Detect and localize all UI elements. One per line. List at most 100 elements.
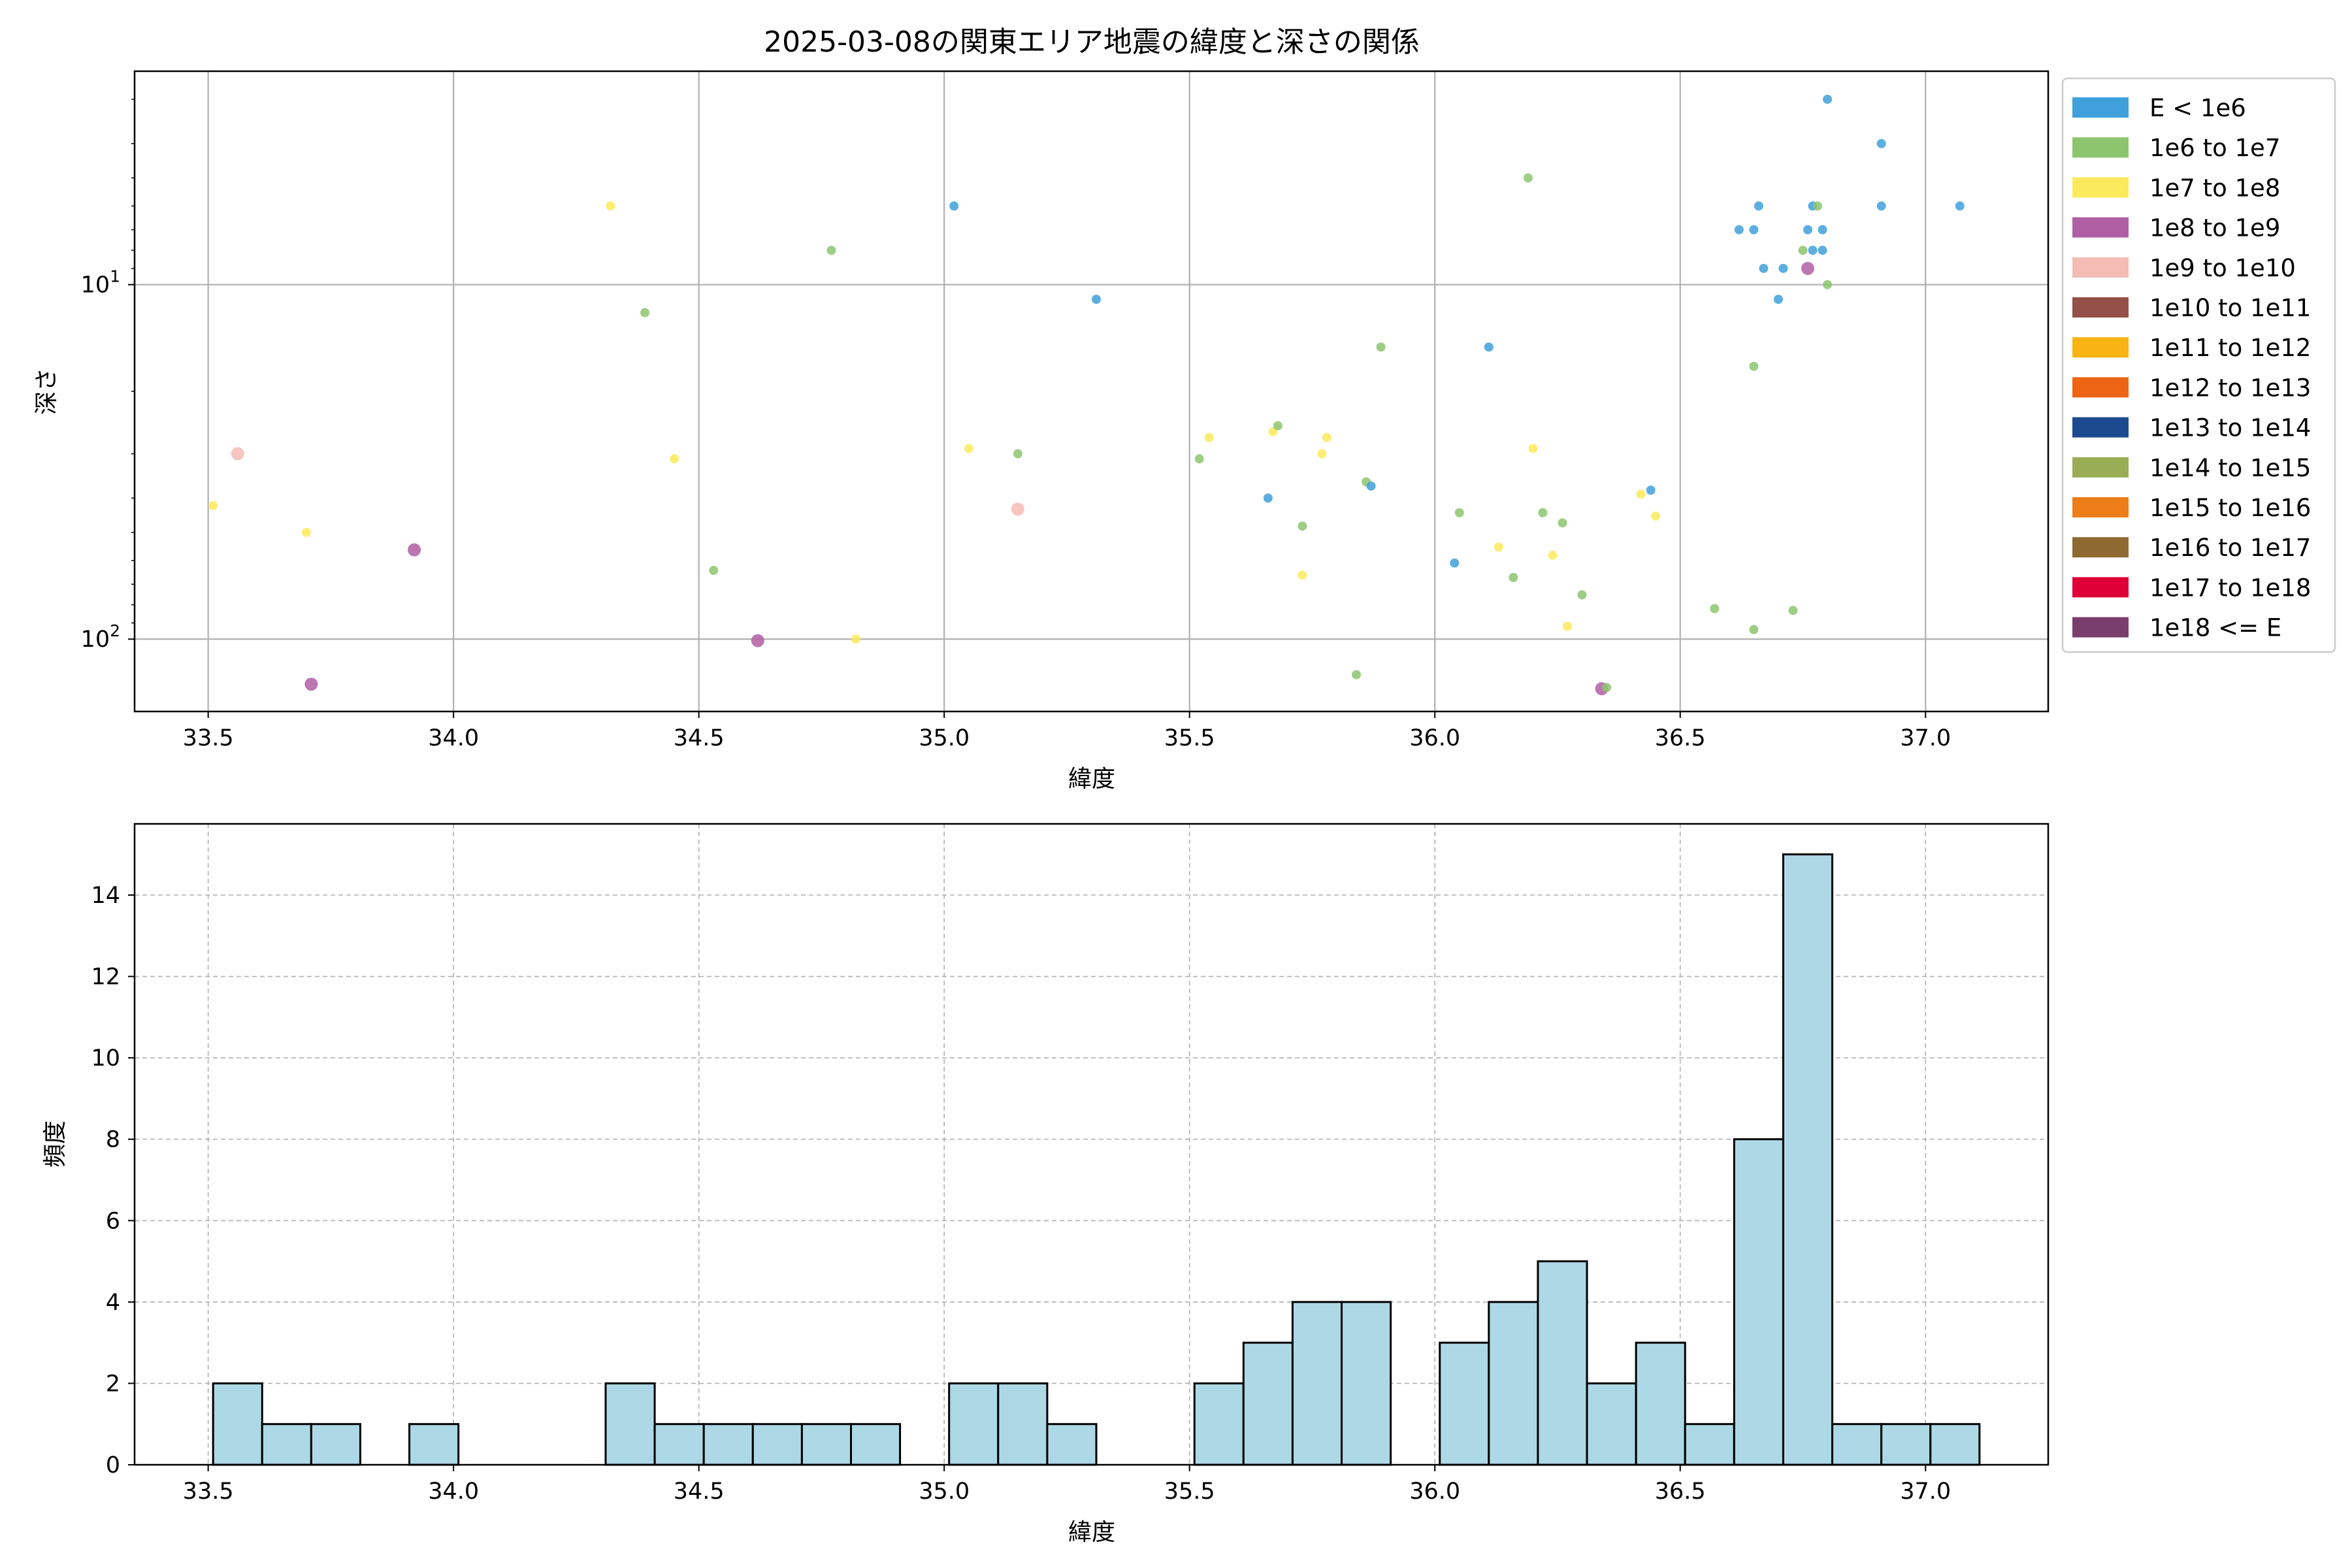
scatter-x-axis-label: 緯度 [1068,766,1115,792]
scatter-point [1273,421,1282,431]
scatter-x-tick-label: 37.0 [1900,725,1951,751]
scatter-point [1509,572,1518,582]
scatter-point [1484,342,1494,352]
scatter-point [1562,621,1572,631]
scatter-x-tick-label: 34.5 [674,725,725,751]
scatter-point [826,246,836,255]
scatter-point [1366,481,1376,491]
scatter-point [1636,489,1646,499]
legend-swatch [2072,457,2129,478]
histogram-bar [1635,1341,1686,1466]
histogram-x-tick-label: 35.0 [919,1478,970,1505]
legend-label: 1e11 to 1e12 [2149,334,2311,362]
scatter-y-tick-base: 10 [81,272,110,299]
histogram-bar [800,1423,852,1466]
scatter-point [751,634,764,647]
scatter-grid [135,71,2048,711]
scatter-point [1749,225,1759,235]
histogram-x-tick-label: 36.5 [1655,1478,1706,1505]
legend-swatch [2072,577,2129,598]
legend-label: 1e16 to 1e17 [2149,534,2311,562]
histogram-bar [310,1423,361,1466]
scatter-y-tick-exponent: 1 [110,267,120,286]
legend-swatch [2072,97,2129,118]
scatter-point [949,201,959,211]
histogram-x-tick-label: 37.0 [1900,1478,1951,1505]
legend-swatch [2072,257,2129,278]
histogram-bar [1242,1341,1294,1466]
histogram-bar [604,1382,656,1466]
legend-label: 1e12 to 1e13 [2149,374,2311,402]
histogram-bar [1684,1423,1735,1466]
scatter-point [1773,295,1783,304]
histogram-bar [1782,853,1834,1466]
scatter-point [1523,173,1533,183]
scatter-point [1317,449,1327,459]
scatter-point [1734,225,1744,235]
legend-label: 1e8 to 1e9 [2149,214,2280,242]
legend-label: 1e17 to 1e18 [2149,574,2311,602]
histogram-bar [1733,1138,1784,1466]
scatter-point [408,543,421,557]
scatter-point [851,634,861,644]
histogram-bar [1291,1301,1343,1466]
histogram-bar [751,1423,803,1466]
histogram-x-tick-label: 34.5 [674,1478,725,1505]
scatter-point [1298,570,1307,580]
scatter-point [1876,139,1886,148]
histogram-y-axis-label: 頻度 [42,1120,69,1168]
histogram-x-axis-label: 緯度 [1068,1519,1115,1546]
histogram-bar [1341,1301,1392,1466]
scatter-y-tick-exponent: 2 [110,621,120,640]
legend: E < 1e6 1e6 to 1e7 1e7 to 1e8 1e8 to 1e9 1e9… [2061,77,2336,653]
legend-swatch [2072,537,2129,558]
histogram-y-tick-label: 14 [91,883,120,909]
histogram-y-tick-label: 8 [106,1127,120,1153]
histogram-bar [1488,1301,1539,1466]
scatter-point [1710,604,1720,613]
histogram-bar [653,1423,705,1466]
histogram-bar [1831,1423,1883,1466]
scatter-point [1813,201,1823,211]
histogram-ticks: 0 2 4 6 8 10 12 14 33.5 34.0 34.5 35.0 35.5 36.0 36.5 3… [91,883,1951,1505]
scatter-point [1298,521,1307,531]
histogram-plot-frame [133,823,2050,1466]
histogram-chart: 0 2 4 6 8 10 12 14 33.5 34.0 34.5 35.0 35.5 36.0 36.5 3… [42,823,2050,1546]
scatter-point [1558,518,1567,528]
legend-label: 1e10 to 1e11 [2149,294,2311,322]
scatter-point [640,308,650,318]
scatter-point [208,500,218,510]
histogram-x-tick-label: 36.0 [1409,1478,1460,1505]
legend-label: 1e18 <= E [2149,614,2281,642]
legend-frame [2061,77,2336,653]
scatter-point [964,444,973,453]
histogram-bar [1537,1260,1588,1466]
histogram-bar [1586,1382,1637,1466]
histogram-bar [212,1382,263,1466]
legend-swatch [2072,617,2129,638]
scatter-points [208,94,1965,696]
scatter-point [1788,606,1798,615]
legend-label: 1e14 to 1e15 [2149,454,2311,482]
legend-label: E < 1e6 [2149,94,2246,122]
histogram-y-tick-label: 0 [106,1452,120,1478]
histogram-x-tick-label: 33.5 [183,1478,234,1505]
histogram-bar [1046,1423,1098,1466]
scatter-point [1651,512,1661,521]
legend-swatch [2072,417,2129,438]
histogram-y-tick-label: 6 [106,1208,120,1234]
scatter-point [1538,508,1548,517]
histogram-bar [261,1423,312,1466]
histogram-y-tick-label: 10 [91,1045,120,1071]
scatter-point [1823,280,1833,289]
legend-label: 1e6 to 1e7 [2149,134,2280,162]
histogram-bar [997,1382,1049,1466]
scatter-chart: 2025-03-08の関東エリア地震の緯度と深さの関係 33.5 34.0 34.5… [33,25,2336,792]
scatter-x-tick-label: 36.5 [1655,725,1706,751]
scatter-x-tick-label: 33.5 [183,725,234,751]
scatter-y-axis-label: 深さ [33,368,60,415]
scatter-point [1808,246,1818,255]
scatter-point [1322,433,1331,442]
legend-label: 1e13 to 1e14 [2149,414,2311,442]
legend-swatch [2072,217,2129,238]
